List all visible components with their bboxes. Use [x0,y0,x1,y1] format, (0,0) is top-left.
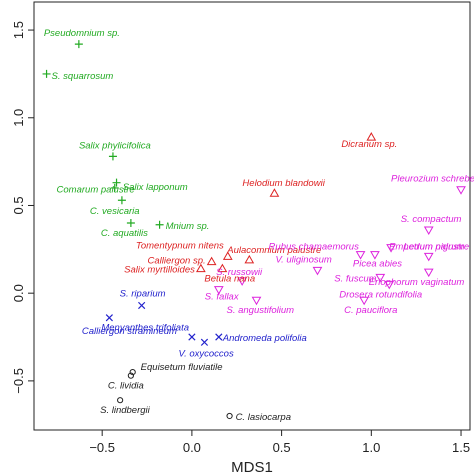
label-comarum-palustre: Comarum palustre [57,185,135,196]
label-s-angustifolium: S. angustifolium [226,305,294,316]
x-tick-label: 0.5 [273,440,291,455]
label-salix-phylicifolica: Salix phylicifolica [79,140,151,151]
label-equisetum-fluviatile: Equisetum fluviatile [141,362,223,373]
label-picea-abies: Picea abies [353,259,402,270]
x-axis-title: MDS1 [231,459,273,474]
point-s-riparium [138,301,146,310]
label-c-lasiocarpa: C. lasiocarpa [236,412,291,423]
label-salix-myrtilloides: Salix myrtilloides [124,265,195,276]
label-c-pauciflora: C. pauciflora [344,305,397,316]
point-c-lasiocarpa [226,412,233,420]
point-v-uliginosum [312,266,323,276]
label-dicranum-sp: Dicranum sp. [341,139,397,150]
x-tick-label: 1.5 [452,440,470,455]
point-salix-phylicifolica [108,152,117,161]
point-s-compactum [423,226,434,236]
y-tick-label: 0.0 [11,284,26,302]
point-salix-lapponum [110,183,119,192]
y-tick-label: 1.5 [11,21,26,39]
label-c-aquatilis: C. aquatilis [101,228,148,239]
point-s-angustifolium [251,296,262,306]
point-tomentypnum-nitens [222,251,233,260]
point-s-lindbergii [117,397,124,404]
point-rubus-chamaemorus [355,251,366,260]
x-tick-label: 1.0 [362,440,380,455]
point-salix-myrtilloides [196,263,206,273]
point-s-fallax [213,286,224,295]
point-aulacomnium-palustre [244,254,255,264]
plot-frame [33,1,471,431]
point-s-fuscum [375,273,386,283]
label-eriophorum-vaginatum: Eriophorum vaginatum [369,277,465,288]
y-tick-label: −0.5 [11,368,26,394]
data-points [42,40,466,420]
point-labels: Pseudomnium sp. S. squarrosum Salix phylic… [44,28,474,423]
label-andromeda-polifolia: Andromeda polifolia [222,333,307,344]
label-drosera-rotundifolia: Drosera rotundifolia [339,289,422,300]
label-v-uliginosum: V. uliginosum [275,254,331,265]
point-helodium-blandowii [269,188,280,197]
label-s-squarrosum: S. squarrosum [52,71,114,82]
point-menyanthes-trifoliata [105,314,113,322]
point-drosera-rotundifolia [384,280,395,290]
point-ledum-palustre [423,252,434,262]
point-comarum-palustre [112,178,121,187]
label-s-compactum: S. compactum [401,214,462,225]
label-s-riparium: S. riparium [120,288,166,299]
point-picea-abies [370,251,380,260]
label-salix-lapponum: Salix lapponum [123,182,188,193]
label-pseudomnium-sp: Pseudomnium sp. [44,28,120,39]
point-c-pauciflora [359,296,370,306]
label-s-fallax: S. fallax [205,292,240,303]
point-eriophorum-vaginatum [423,268,434,278]
label-ledum-palustre: Ledum palustre [404,241,469,252]
point-pleurozium-schreberi [456,186,466,195]
label-calliergon-stramineum: Calliergon stramineum [82,326,177,337]
axes: −0.5 0.0 0.5 1.0 1.5 −0.5 0.0 0.5 1.0 1.5 [11,1,471,455]
point-c-vesicaria [117,196,126,205]
label-s-russowii: S. russowii [216,267,263,278]
label-c-lividia: C. lividia [108,381,144,392]
y-tick-label: 1.0 [11,109,26,127]
label-s-lindbergii: S. lindbergii [100,405,151,416]
label-rubus-chamaemorus: Rubus chamaemorus [269,242,360,253]
point-mnium-sp [155,220,164,229]
point-pseudomnium-sp [74,40,83,49]
label-s-fuscum: S. fuscum [334,273,376,284]
point-v-oxycoccos [200,338,209,346]
point-c-lividia [127,372,134,379]
point-empetrum-nigrum [386,244,396,253]
point-calliergon-stramineum [188,333,196,341]
point-dicranum-sp [366,132,377,141]
x-tick-label: −0.5 [89,440,115,455]
point-s-squarrosum [42,69,51,78]
y-tick-label: 0.5 [11,196,26,214]
label-mnium-sp: Mnium sp. [166,221,210,232]
label-aulacomnium-palustre: Aulacomnium palustre [226,245,321,256]
label-tomentypnum-nitens: Tomentypnum nitens [136,240,224,251]
point-betula-nana [217,263,228,273]
label-empetrum-nigrum: Empetrum nigrum [389,242,465,253]
label-c-vesicaria: C. vesicaria [90,206,140,217]
point-c-aquatilis [126,219,135,228]
label-v-oxycoccos: V. oxycoccos [178,348,234,359]
point-andromeda-polifolia [215,333,223,341]
label-menyanthes-trifoliata: Menyanthes trifoliata [101,323,189,334]
point-equisetum-fluviatile [129,369,136,376]
x-tick-label: 0.0 [183,440,201,455]
label-calliergon-sp: Calliergon sp. [148,256,206,267]
label-pleurozium-schreberi: Pleurozium schreberi [391,174,474,185]
point-calliergon-sp [206,256,217,266]
label-betula-nana: Betula nana [204,274,255,285]
label-helodium-blandowii: Helodium blandowii [242,178,325,189]
point-s-russowii [237,277,247,286]
